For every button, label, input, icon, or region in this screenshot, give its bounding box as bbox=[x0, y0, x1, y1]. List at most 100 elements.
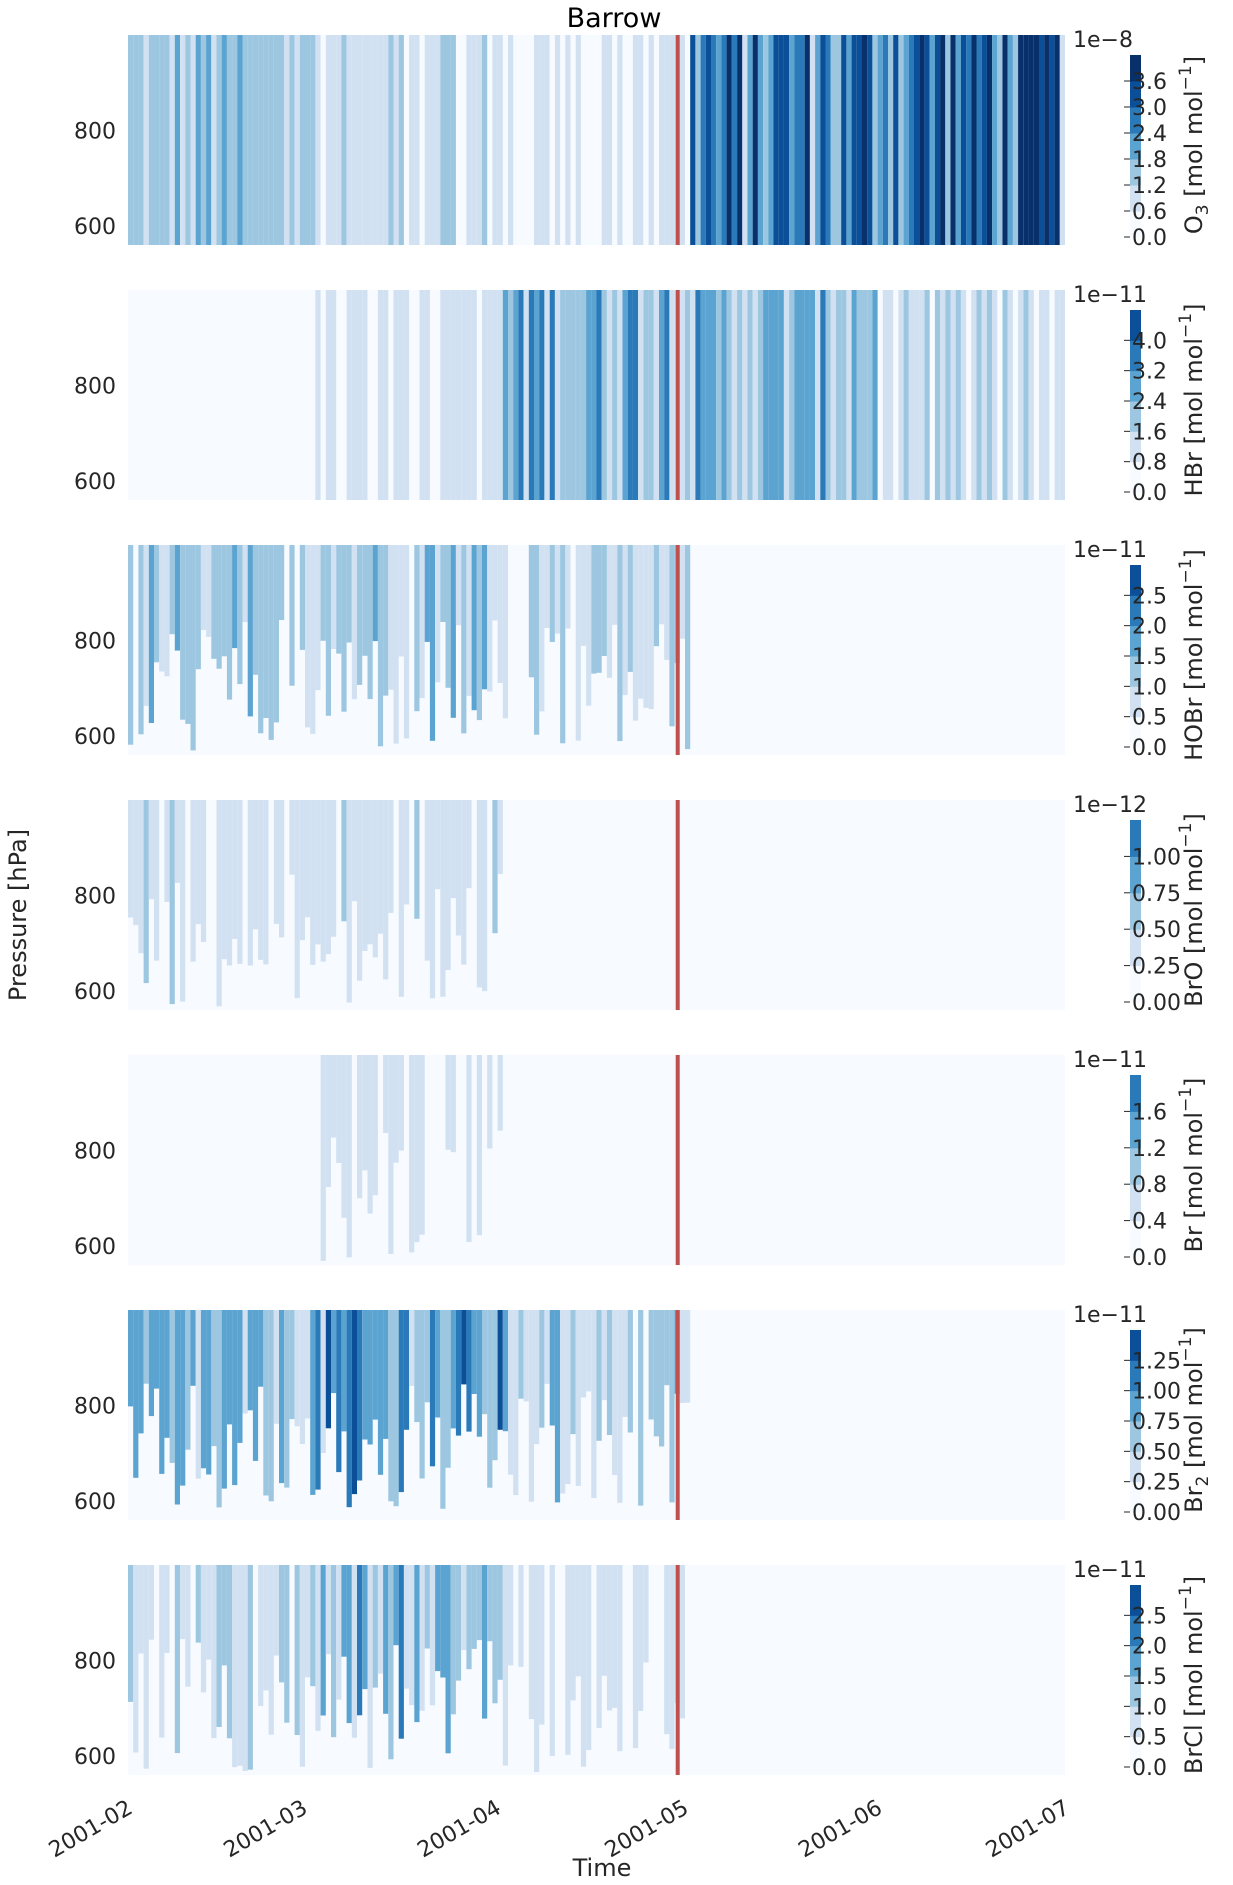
heatmap-cell bbox=[591, 290, 597, 500]
heatmap-cell bbox=[986, 35, 993, 245]
heatmap-cell bbox=[914, 35, 920, 245]
colorbar-tick-label: 0.50 bbox=[1132, 918, 1181, 943]
x-tick-label: 2001-05 bbox=[601, 1796, 693, 1864]
heatmap-cell bbox=[450, 545, 456, 718]
y-tick-label: 800 bbox=[74, 1139, 116, 1164]
heatmap-cell bbox=[606, 35, 613, 245]
colorbar-label-part: 2 bbox=[1193, 1476, 1213, 1487]
heatmap-cell bbox=[206, 35, 212, 245]
heatmap-cell bbox=[424, 545, 430, 642]
heatmap-cell bbox=[820, 35, 826, 245]
heatmap-cell bbox=[508, 1565, 514, 1666]
colorbar-label-part: [mol mol bbox=[1180, 1112, 1208, 1226]
heatmap-cell bbox=[763, 290, 769, 500]
heatmap-cell bbox=[372, 545, 378, 642]
heatmap-cell bbox=[716, 35, 722, 245]
heatmap-cell bbox=[482, 800, 488, 992]
heatmap-cell bbox=[643, 1565, 649, 1663]
colorbar: 0.00 0.25 0.50 0.75 1.00 1.25 1e−11 Br2 [mol mo… bbox=[1073, 1303, 1213, 1526]
colorbar-label-part: −1 bbox=[1176, 1087, 1196, 1112]
heatmap-cell bbox=[565, 545, 571, 629]
heatmap-cell bbox=[508, 1310, 514, 1475]
heatmap-cell bbox=[461, 800, 467, 965]
heatmap-cell bbox=[487, 1310, 493, 1488]
panel-hbr: 600 800 0.0 0.8 1.6 2.4 3.2 4.0 1e−11 HBr [mol mo… bbox=[74, 283, 1208, 506]
heatmap-cell bbox=[133, 35, 139, 245]
heatmap-cell bbox=[841, 35, 847, 245]
heatmap-cell bbox=[232, 35, 238, 245]
colorbar-label-part: ] bbox=[1180, 56, 1208, 65]
heatmap-cell bbox=[164, 545, 170, 677]
heatmap-cell bbox=[226, 1565, 233, 1739]
colorbar-segment bbox=[1130, 211, 1141, 238]
heatmap-cell bbox=[476, 800, 483, 988]
heatmap-cell bbox=[731, 35, 738, 245]
heatmap-cell bbox=[976, 290, 982, 500]
colorbar-tick-label: 0.75 bbox=[1132, 882, 1181, 907]
heatmap-cell bbox=[815, 35, 821, 245]
heatmap-cell bbox=[445, 800, 451, 970]
heatmap-cell bbox=[565, 1310, 571, 1485]
heatmap-cell bbox=[721, 290, 727, 500]
heatmap-cell bbox=[679, 290, 686, 500]
heatmap-cell bbox=[461, 1565, 467, 1650]
heatmap-cell bbox=[383, 545, 389, 696]
heatmap-cell bbox=[1007, 35, 1013, 245]
colorbar-label: BrO [mol mol−1] bbox=[1176, 813, 1208, 1007]
colorbar-segment bbox=[1130, 565, 1141, 596]
heatmap-cell bbox=[185, 545, 191, 724]
heatmap-cell bbox=[226, 800, 233, 966]
heatmap-cell bbox=[627, 545, 633, 672]
colorbar-tick-label: 1.00 bbox=[1132, 1380, 1181, 1405]
heatmap-cell bbox=[128, 1565, 134, 1702]
heatmap-cell bbox=[331, 1310, 337, 1394]
heatmap-cell bbox=[414, 800, 420, 919]
heatmap-cell bbox=[159, 1565, 165, 1738]
heatmap-cell bbox=[471, 1310, 477, 1394]
colorbar-segment bbox=[1130, 1481, 1141, 1513]
heatmap-cell bbox=[403, 545, 410, 739]
heatmap-cell bbox=[346, 1055, 352, 1258]
heatmap-cell bbox=[310, 545, 316, 734]
heatmap-cell bbox=[643, 290, 649, 500]
heatmap-cell bbox=[945, 290, 951, 500]
heatmap-cell bbox=[867, 35, 873, 245]
heatmap-cell bbox=[221, 1565, 227, 1666]
heatmap-cell bbox=[528, 1565, 535, 1720]
heatmap-cell bbox=[409, 1310, 415, 1386]
heatmap-cell bbox=[570, 1310, 576, 1435]
heatmap-cell bbox=[180, 1565, 186, 1640]
heatmap-cell bbox=[310, 800, 316, 965]
heatmap-cell bbox=[216, 800, 222, 1007]
heatmap-cell bbox=[216, 1310, 222, 1508]
heatmap-cell bbox=[242, 1310, 248, 1414]
heatmap-cell bbox=[1059, 290, 1066, 500]
heatmap-cell bbox=[159, 35, 165, 245]
heatmap-cell bbox=[315, 800, 321, 945]
colorbar-exponent: 1e−12 bbox=[1073, 793, 1147, 818]
heatmap-cell bbox=[211, 35, 217, 245]
heatmap-cell bbox=[846, 290, 852, 500]
heatmap-cell bbox=[471, 545, 477, 711]
colorbar-segment bbox=[1130, 656, 1141, 687]
heatmap-cell bbox=[622, 545, 628, 696]
colorbar-segment bbox=[1130, 595, 1141, 627]
heatmap-cell bbox=[700, 290, 706, 500]
heatmap-cell bbox=[601, 1565, 607, 1676]
heatmap-cell bbox=[549, 290, 555, 500]
heatmap-cell bbox=[315, 1565, 321, 1731]
heatmap-cell bbox=[924, 290, 930, 500]
colorbar-exponent: 1e−11 bbox=[1073, 538, 1147, 563]
heatmap-cell bbox=[284, 1310, 290, 1488]
heatmap-cell bbox=[154, 1310, 160, 1389]
heatmap-cell bbox=[299, 800, 306, 941]
heatmap-cell bbox=[200, 35, 207, 245]
heatmap-cell bbox=[138, 1565, 144, 1654]
colorbar-segment bbox=[1130, 716, 1141, 748]
heatmap-cell bbox=[305, 35, 311, 245]
heatmap-cell bbox=[638, 545, 644, 699]
heatmap-cell bbox=[325, 545, 332, 716]
heatmap-cell bbox=[393, 1055, 399, 1163]
heatmap-cell bbox=[825, 35, 831, 245]
